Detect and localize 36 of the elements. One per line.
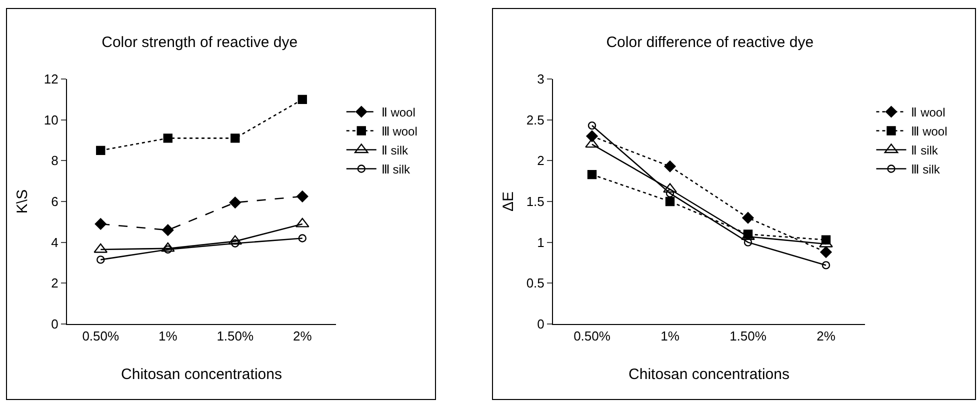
legend-label: Ⅱ silk <box>381 143 410 158</box>
y-tick-label: 0 <box>51 316 58 332</box>
y-tick-label: 3 <box>537 72 544 87</box>
y-axis-title: ΔE <box>500 191 517 212</box>
y-tick-label: 1 <box>537 234 544 250</box>
x-axis-title: Chitosan concentrations <box>628 366 790 383</box>
y-tick-label: 8 <box>51 153 58 168</box>
x-tick-label: 1.50% <box>216 328 254 344</box>
y-tick-label: 2.5 <box>526 112 544 128</box>
legend-label: Ⅱ wool <box>381 105 416 120</box>
y-tick-label: 10 <box>44 112 58 128</box>
x-tick-label: 2% <box>816 328 836 344</box>
chart-title: Color strength of reactive dye <box>102 34 298 51</box>
chart-title: Color difference of reactive dye <box>606 34 814 51</box>
x-tick-label: 1% <box>158 328 178 344</box>
y-tick-label: 12 <box>44 72 58 87</box>
x-tick-label: 2% <box>292 328 312 344</box>
y-axis-title: K\S <box>14 189 31 214</box>
x-tick-label: 1.50% <box>730 328 767 344</box>
x-axis-title: Chitosan concentrations <box>121 366 282 383</box>
y-tick-label: 2 <box>51 276 58 291</box>
x-tick-label: 1% <box>660 328 680 344</box>
y-tick-label: 6 <box>51 194 58 210</box>
legend-label: Ⅲ silk <box>911 162 941 176</box>
y-tick-label: 1.5 <box>526 194 544 210</box>
y-tick-label: 4 <box>51 234 58 250</box>
x-tick-label: 0.50% <box>574 328 611 344</box>
legend-label: Ⅲ wool <box>381 124 418 138</box>
legend-label: Ⅲ wool <box>911 124 948 138</box>
legend-label: Ⅱ wool <box>911 105 946 120</box>
x-tick-label: 0.50% <box>82 328 120 344</box>
y-tick-label: 0.5 <box>526 276 544 291</box>
y-tick-label: 2 <box>537 153 544 168</box>
y-tick-label: 0 <box>537 316 544 332</box>
legend-label: Ⅲ silk <box>381 162 412 176</box>
legend-label: Ⅱ silk <box>911 143 939 158</box>
